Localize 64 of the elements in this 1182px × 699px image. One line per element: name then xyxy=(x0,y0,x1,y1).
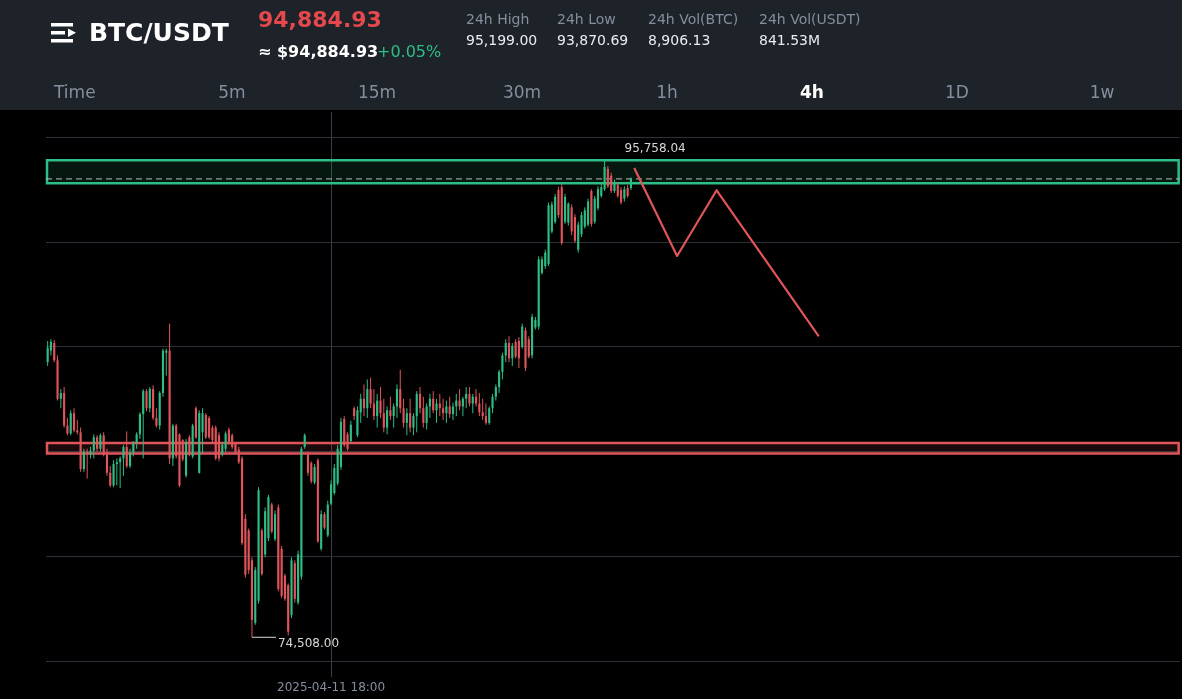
candlestick xyxy=(72,407,76,433)
candlestick xyxy=(442,398,445,421)
candlestick xyxy=(359,393,362,424)
text: ≈ $94,884.93 xyxy=(258,42,379,61)
candlestick xyxy=(484,403,488,426)
candlestick xyxy=(99,432,102,453)
chart-title: BTC/USDT xyxy=(89,18,229,47)
candlestick xyxy=(389,396,392,421)
candlestick xyxy=(587,198,590,227)
annotation: 74,508.00 xyxy=(277,636,340,651)
text: 30m xyxy=(502,82,542,102)
chart-subtitle: 94,884.93 xyxy=(258,7,382,32)
text: 1w xyxy=(1089,82,1115,102)
candlestick xyxy=(115,457,118,486)
text: 95,199.00 xyxy=(466,32,538,48)
candlestick xyxy=(208,415,211,440)
text: Time xyxy=(54,82,96,102)
candlestick xyxy=(451,402,455,421)
candlestick xyxy=(46,340,49,367)
candlestick xyxy=(405,407,408,436)
annotation: 95,758.04 xyxy=(624,141,686,156)
candlestick xyxy=(69,409,72,436)
text: 24h Vol(BTC) xyxy=(648,11,739,27)
candlestick xyxy=(386,405,389,435)
candlestick xyxy=(395,383,399,419)
candlestick xyxy=(521,323,524,350)
candlestick xyxy=(507,335,511,363)
text: 24h Vol(USDT) xyxy=(759,11,861,27)
text: 24h Low xyxy=(557,11,617,27)
text: 15m xyxy=(357,82,397,102)
candlestick xyxy=(204,412,207,440)
candlestick xyxy=(145,388,148,412)
candlestick xyxy=(445,400,448,424)
text: 1h xyxy=(656,82,678,102)
text: 1D xyxy=(945,82,969,102)
candlestick xyxy=(353,405,356,421)
candlestick xyxy=(409,398,412,433)
candlestick xyxy=(606,165,609,189)
candlestick xyxy=(517,336,520,369)
candlestick xyxy=(382,398,385,433)
text: 4h xyxy=(800,82,824,102)
x-tick-label: 2025-04-11 18:00 xyxy=(276,679,386,694)
candlestick xyxy=(415,390,418,433)
candlestick xyxy=(313,463,316,485)
candlestick xyxy=(481,398,484,421)
candlestick xyxy=(362,383,366,417)
candlestick xyxy=(349,420,352,444)
text: 93,870.69 xyxy=(557,32,629,48)
text: +0.05% xyxy=(377,42,442,61)
candlestick xyxy=(471,393,474,414)
candlestick xyxy=(59,388,62,409)
text: 24h High xyxy=(466,11,531,27)
candlestick xyxy=(514,338,517,359)
text: 841.53M xyxy=(759,32,822,48)
candlestick xyxy=(112,459,115,488)
candlestick xyxy=(376,393,379,429)
candlestick xyxy=(224,430,227,453)
candlestick xyxy=(435,398,438,424)
candlestick xyxy=(468,386,471,407)
candlestick xyxy=(448,396,451,419)
candlestick xyxy=(366,378,369,419)
text: 8,906.13 xyxy=(648,32,712,48)
text: 5m xyxy=(218,82,246,102)
candlestick xyxy=(82,448,85,473)
